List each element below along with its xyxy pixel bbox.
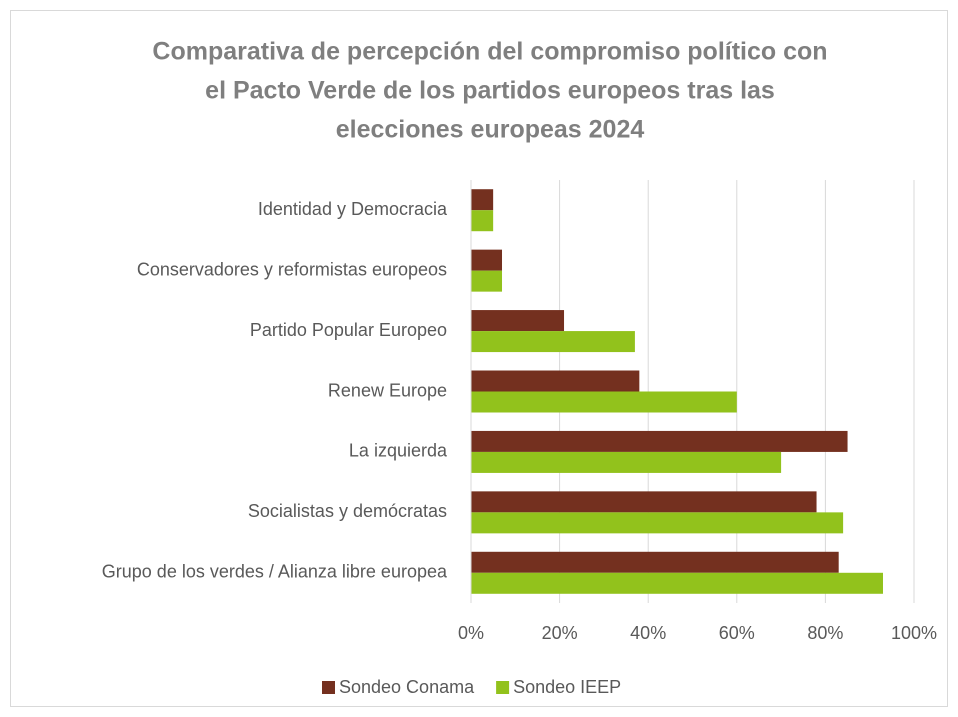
bar (471, 189, 494, 211)
bar (471, 572, 883, 594)
y-tick-label: La izquierda (349, 441, 448, 461)
x-tick-label: 60% (719, 623, 755, 643)
y-tick-label: Grupo de los verdes / Alianza libre euro… (102, 562, 448, 582)
bar (471, 310, 565, 332)
y-tick-label: Identidad y Democracia (258, 199, 448, 219)
legend-swatch (322, 681, 335, 694)
chart-title: el Pacto Verde de los partidos europeos … (205, 77, 775, 105)
bar (471, 210, 494, 232)
bar (471, 430, 848, 452)
x-tick-label: 100% (891, 623, 937, 643)
bar (471, 551, 839, 573)
bar (471, 270, 503, 292)
chart-title: elecciones europeas 2024 (336, 116, 645, 144)
y-tick-label: Renew Europe (328, 380, 447, 400)
legend-label: Sondeo Conama (339, 677, 475, 697)
bar (471, 512, 844, 534)
y-tick-label: Socialistas y demócratas (248, 501, 447, 521)
legend-swatch (496, 681, 510, 694)
bar (471, 331, 635, 353)
x-tick-label: 0% (458, 623, 484, 643)
bar (471, 491, 817, 513)
bar (471, 391, 737, 413)
x-tick-label: 40% (630, 623, 666, 643)
bar (471, 249, 503, 271)
y-tick-label: Conservadores y reformistas europeos (137, 259, 447, 279)
x-tick-label: 80% (807, 623, 843, 643)
bar (471, 370, 640, 392)
chart-title: Comparativa de percepción del compromiso… (152, 38, 827, 66)
y-tick-label: Partido Popular Europeo (250, 320, 447, 340)
x-tick-label: 20% (542, 623, 578, 643)
legend-label: Sondeo IEEP (513, 677, 621, 697)
bar (471, 451, 782, 473)
